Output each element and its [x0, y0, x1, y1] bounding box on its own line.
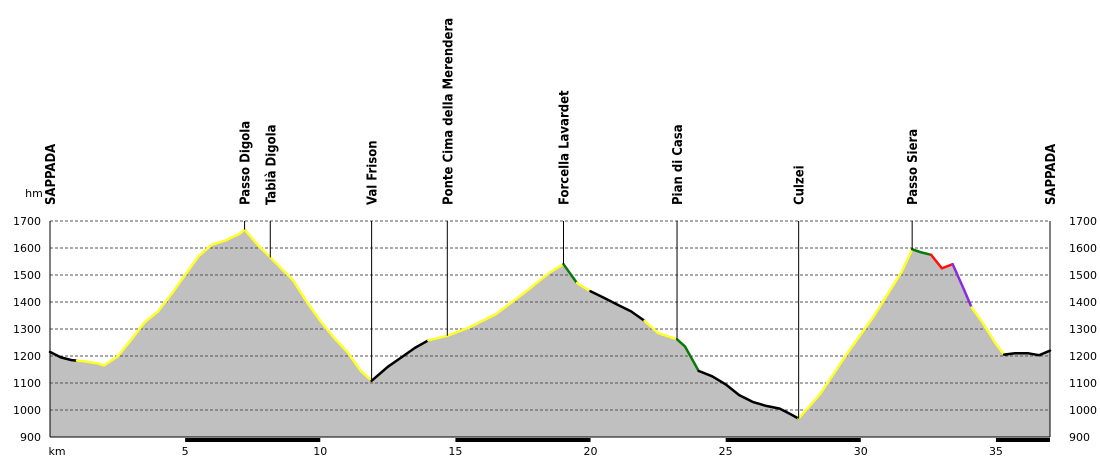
- y-tick-label-left: 1300: [13, 323, 41, 336]
- y-tick-label-left: 1200: [13, 350, 41, 363]
- y-tick-label-left: 1600: [13, 242, 41, 255]
- profile-segment-yellow: [575, 281, 592, 293]
- profile-segment-yellow: [75, 228, 373, 383]
- y-tick-label-left: 900: [20, 431, 41, 444]
- x-tick-label: 30: [854, 445, 868, 458]
- profile-segment-yellow: [643, 319, 679, 341]
- waypoint-label: Culzei: [793, 165, 808, 205]
- waypoint-label: Tabià Digola: [264, 124, 279, 205]
- waypoint-label: SAPPADA: [44, 144, 59, 205]
- profile-segment-black: [48, 350, 79, 362]
- x-tick-label: 35: [989, 445, 1003, 458]
- profile-area-layer: [50, 229, 1050, 437]
- x-tick-label: 20: [584, 445, 598, 458]
- y-axis-label: hm: [25, 187, 43, 200]
- y-tick-label-right: 1500: [1069, 269, 1097, 282]
- profile-segment-purple: [951, 262, 973, 309]
- profile-segment-green: [675, 338, 700, 373]
- waypoint-label: Passo Siera: [906, 129, 921, 205]
- waypoint-layer: SAPPADA Passo Digola Tabià Digola Val Friso…: [44, 18, 1059, 419]
- profile-segment-layer: [48, 228, 1052, 420]
- profile-segment-black: [697, 369, 800, 420]
- y-tick-label-right: 1000: [1069, 404, 1097, 417]
- waypoint-label: Passo Digola: [239, 121, 254, 205]
- profile-segment-green: [562, 262, 579, 285]
- y-tick-label-right: 1400: [1069, 296, 1097, 309]
- terrain-area: [50, 229, 1050, 437]
- x-tick-label: 10: [313, 445, 327, 458]
- y-tick-label-right: 1700: [1069, 215, 1097, 228]
- profile-segment-yellow: [970, 306, 1006, 356]
- x-axis-label: km: [48, 445, 65, 458]
- y-tick-label-right: 1100: [1069, 377, 1097, 390]
- waypoint-label: Val Frison: [366, 140, 381, 205]
- km-scale-block: [185, 438, 321, 442]
- km-scale-block: [455, 438, 591, 442]
- km-scale-block: [725, 438, 861, 442]
- waypoint-label: Ponte Cima della Merendera: [441, 18, 456, 205]
- profile-segment-green: [910, 248, 933, 257]
- y-tick-label-left: 1400: [13, 296, 41, 309]
- profile-segment-black: [370, 339, 430, 383]
- waypoint-label: Pian di Casa: [671, 124, 686, 205]
- profile-segment-black: [589, 289, 646, 323]
- km-scale-block: [995, 438, 1050, 442]
- waypoint-label: Forcella Lavardet: [558, 90, 573, 205]
- y-tick-label-left: 1100: [13, 377, 41, 390]
- x-tick-label: 5: [182, 445, 189, 458]
- y-tick-label-left: 1500: [13, 269, 41, 282]
- y-tick-label-left: 1000: [13, 404, 41, 417]
- y-tick-label-right: 900: [1069, 431, 1090, 444]
- waypoint-label: SAPPADA: [1044, 144, 1059, 205]
- x-tick-label: 25: [719, 445, 733, 458]
- x-tick-label: 15: [448, 445, 462, 458]
- profile-segment-yellow: [427, 262, 565, 342]
- profile-segment-yellow: [797, 248, 914, 420]
- profile-segment-black: [1002, 349, 1052, 357]
- y-tick-label-left: 1700: [13, 215, 41, 228]
- axis-layer: 900 900 1000 1000 1100 1100 1200 1200 1300 1300 14…: [13, 215, 1097, 458]
- grid-layer: [50, 220, 1050, 411]
- y-tick-label-right: 1600: [1069, 242, 1097, 255]
- y-tick-label-right: 1300: [1069, 323, 1097, 336]
- y-tick-label-right: 1200: [1069, 350, 1097, 363]
- profile-segment-red: [929, 253, 954, 270]
